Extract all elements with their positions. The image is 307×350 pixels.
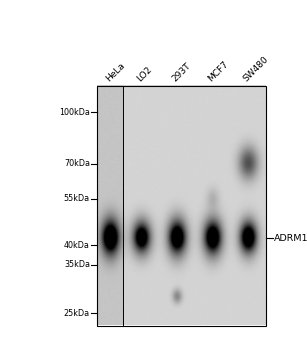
Text: 55kDa: 55kDa [64,195,90,203]
Text: MCF7: MCF7 [206,59,230,83]
Text: HeLa: HeLa [104,61,126,83]
Text: ADRM1: ADRM1 [274,234,307,243]
Text: LO2: LO2 [135,64,154,83]
Text: 25kDa: 25kDa [64,309,90,318]
Bar [97,86,266,326]
Text: 293T: 293T [170,61,192,83]
Text: SW480: SW480 [241,54,270,83]
Text: 70kDa: 70kDa [64,160,90,168]
Text: 35kDa: 35kDa [64,260,90,269]
Text: 40kDa: 40kDa [64,241,90,250]
Text: 100kDa: 100kDa [59,108,90,117]
